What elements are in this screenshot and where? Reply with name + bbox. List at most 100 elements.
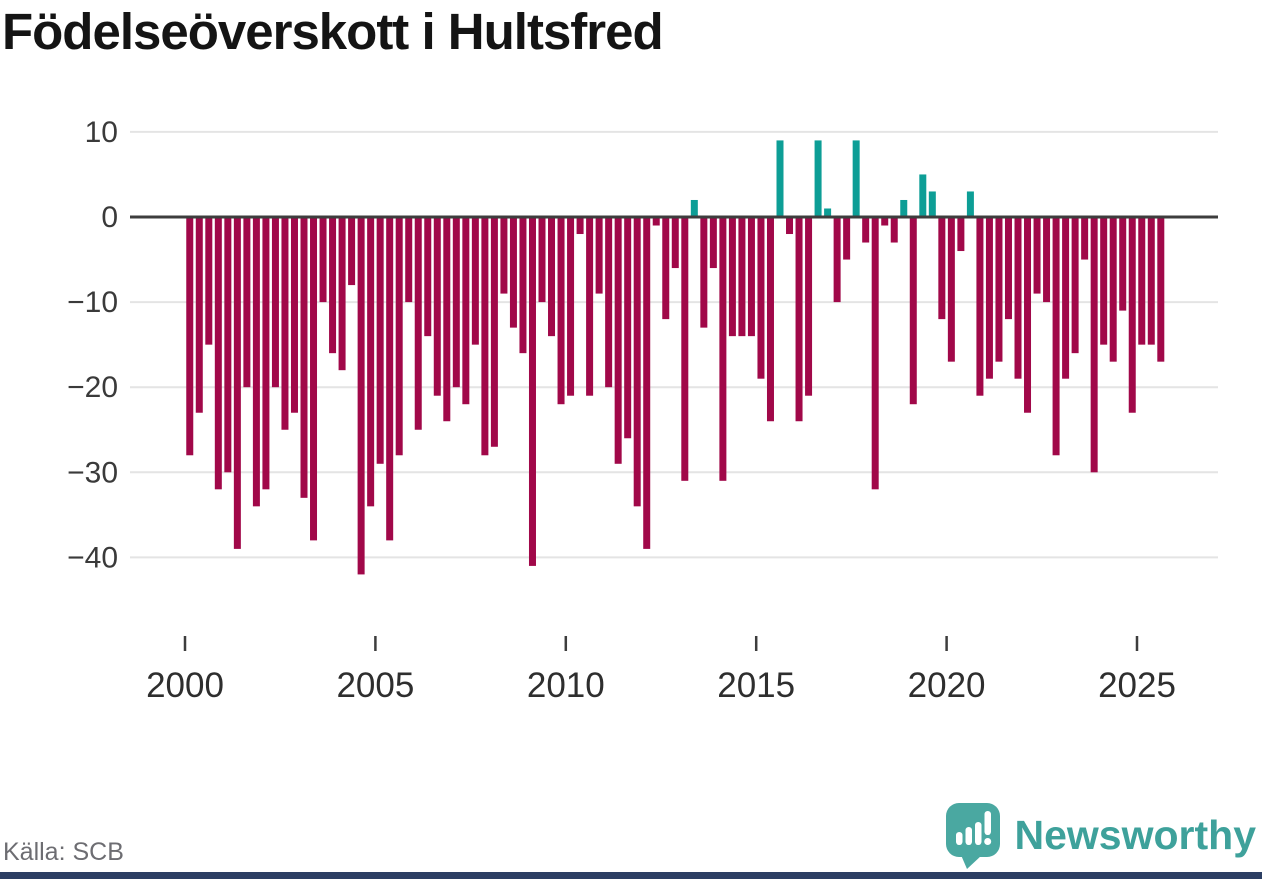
bar-2020q4 — [976, 217, 984, 396]
bar-2000q1 — [186, 217, 194, 456]
y-tick-label: −20 — [67, 371, 118, 404]
bar-2013q1 — [681, 217, 689, 481]
bar-2025q2 — [1147, 217, 1155, 345]
bar-2012q2 — [652, 217, 660, 226]
bottom-accent-bar — [0, 872, 1262, 879]
newsworthy-logo-icon — [945, 803, 1000, 869]
bar-2011q4 — [633, 217, 641, 507]
bar-2002q4 — [290, 217, 298, 413]
bar-2021q1 — [985, 217, 993, 379]
bar-2014q2 — [728, 217, 736, 337]
bar-2022q2 — [1033, 217, 1041, 294]
bar-2005q1 — [376, 217, 384, 464]
bar-2022q1 — [1024, 217, 1032, 413]
newsworthy-wordmark: Newsworthy — [1014, 811, 1257, 858]
bar-2000q2 — [195, 217, 203, 413]
bar-2019q4 — [938, 217, 946, 320]
bar-2009q1 — [528, 217, 536, 566]
y-tick-label: −10 — [67, 286, 118, 319]
bar-2014q3 — [738, 217, 746, 337]
bar-2005q2 — [386, 217, 394, 541]
bar-2009q4 — [557, 217, 565, 405]
bar-2015q3 — [776, 140, 784, 217]
bar-2001q1 — [224, 217, 232, 473]
bar-2001q3 — [243, 217, 251, 388]
x-tick-label: 2005 — [336, 666, 414, 705]
bar-2007q2 — [462, 217, 470, 405]
bar-2011q3 — [624, 217, 632, 439]
bar-2013q4 — [709, 217, 717, 269]
bar-2003q2 — [310, 217, 318, 541]
x-tick-label: 2015 — [717, 666, 795, 705]
bar-2015q2 — [766, 217, 774, 422]
bar-2020q3 — [966, 191, 974, 217]
bar-2014q4 — [747, 217, 755, 337]
newsworthy-brand: Newsworthy — [943, 801, 1257, 869]
bar-2017q3 — [852, 140, 860, 217]
bar-2025q3 — [1157, 217, 1165, 362]
bar-chart: 10 0 −10 −20 −30 −40 2000 2005 2010 2015 2020 2025 — [67, 116, 1218, 705]
bar-2017q1 — [833, 217, 841, 303]
x-tick-label: 2000 — [146, 666, 224, 705]
bar-2012q1 — [643, 217, 651, 549]
y-tick-label: −30 — [67, 456, 118, 489]
bar-2012q4 — [671, 217, 679, 269]
bar-2018q3 — [890, 217, 898, 243]
bar-2020q2 — [957, 217, 965, 252]
bar-2002q1 — [262, 217, 270, 490]
bar-2016q3 — [814, 140, 822, 217]
bar-2002q2 — [271, 217, 279, 388]
bar-2015q1 — [757, 217, 765, 379]
bar-2023q3 — [1081, 217, 1089, 260]
bar-2017q2 — [843, 217, 851, 260]
bar-2003q1 — [300, 217, 308, 498]
bar-2010q3 — [586, 217, 594, 396]
bar-2006q1 — [414, 217, 422, 430]
bar-2024q4 — [1128, 217, 1136, 413]
bar-2006q4 — [443, 217, 451, 422]
bar-2006q2 — [424, 217, 432, 337]
bar-2001q2 — [233, 217, 241, 549]
x-tick-label: 2010 — [527, 666, 605, 705]
bar-2008q4 — [519, 217, 527, 354]
bar-2016q2 — [805, 217, 813, 396]
bar-2007q1 — [452, 217, 460, 388]
bar-2021q3 — [1004, 217, 1012, 320]
bar-2003q4 — [329, 217, 337, 354]
bar-2024q2 — [1109, 217, 1117, 362]
bar-2025q1 — [1138, 217, 1146, 345]
bar-2015q4 — [786, 217, 794, 235]
bar-2022q4 — [1052, 217, 1060, 456]
bar-2016q1 — [795, 217, 803, 422]
y-tick-label: 0 — [101, 201, 118, 234]
bar-2010q1 — [567, 217, 575, 396]
bar-2024q1 — [1100, 217, 1108, 345]
bar-2018q1 — [871, 217, 879, 490]
bar-2018q2 — [881, 217, 889, 226]
bar-2024q3 — [1119, 217, 1127, 311]
bar-2011q1 — [605, 217, 613, 388]
bar-2009q3 — [548, 217, 556, 337]
bar-2004q2 — [348, 217, 356, 286]
bar-2004q4 — [367, 217, 375, 507]
y-tick-label: 10 — [85, 116, 118, 149]
bar-2021q4 — [1014, 217, 1022, 379]
bar-2005q3 — [395, 217, 403, 456]
bar-2013q2 — [690, 199, 698, 217]
y-tick-label: −40 — [67, 541, 118, 574]
bar-2001q4 — [252, 217, 260, 507]
bar-2000q3 — [205, 217, 213, 345]
bar-2019q1 — [909, 217, 917, 405]
bar-2020q1 — [947, 217, 955, 362]
bar-2018q4 — [900, 199, 908, 217]
bar-2019q2 — [919, 174, 927, 217]
bar-2005q4 — [405, 217, 413, 303]
bar-2023q1 — [1062, 217, 1070, 379]
bar-2022q3 — [1043, 217, 1051, 303]
bar-2019q3 — [928, 191, 936, 217]
bar-2013q3 — [700, 217, 708, 328]
bar-2017q4 — [862, 217, 870, 243]
bar-2008q1 — [490, 217, 498, 447]
bar-2002q3 — [281, 217, 289, 430]
